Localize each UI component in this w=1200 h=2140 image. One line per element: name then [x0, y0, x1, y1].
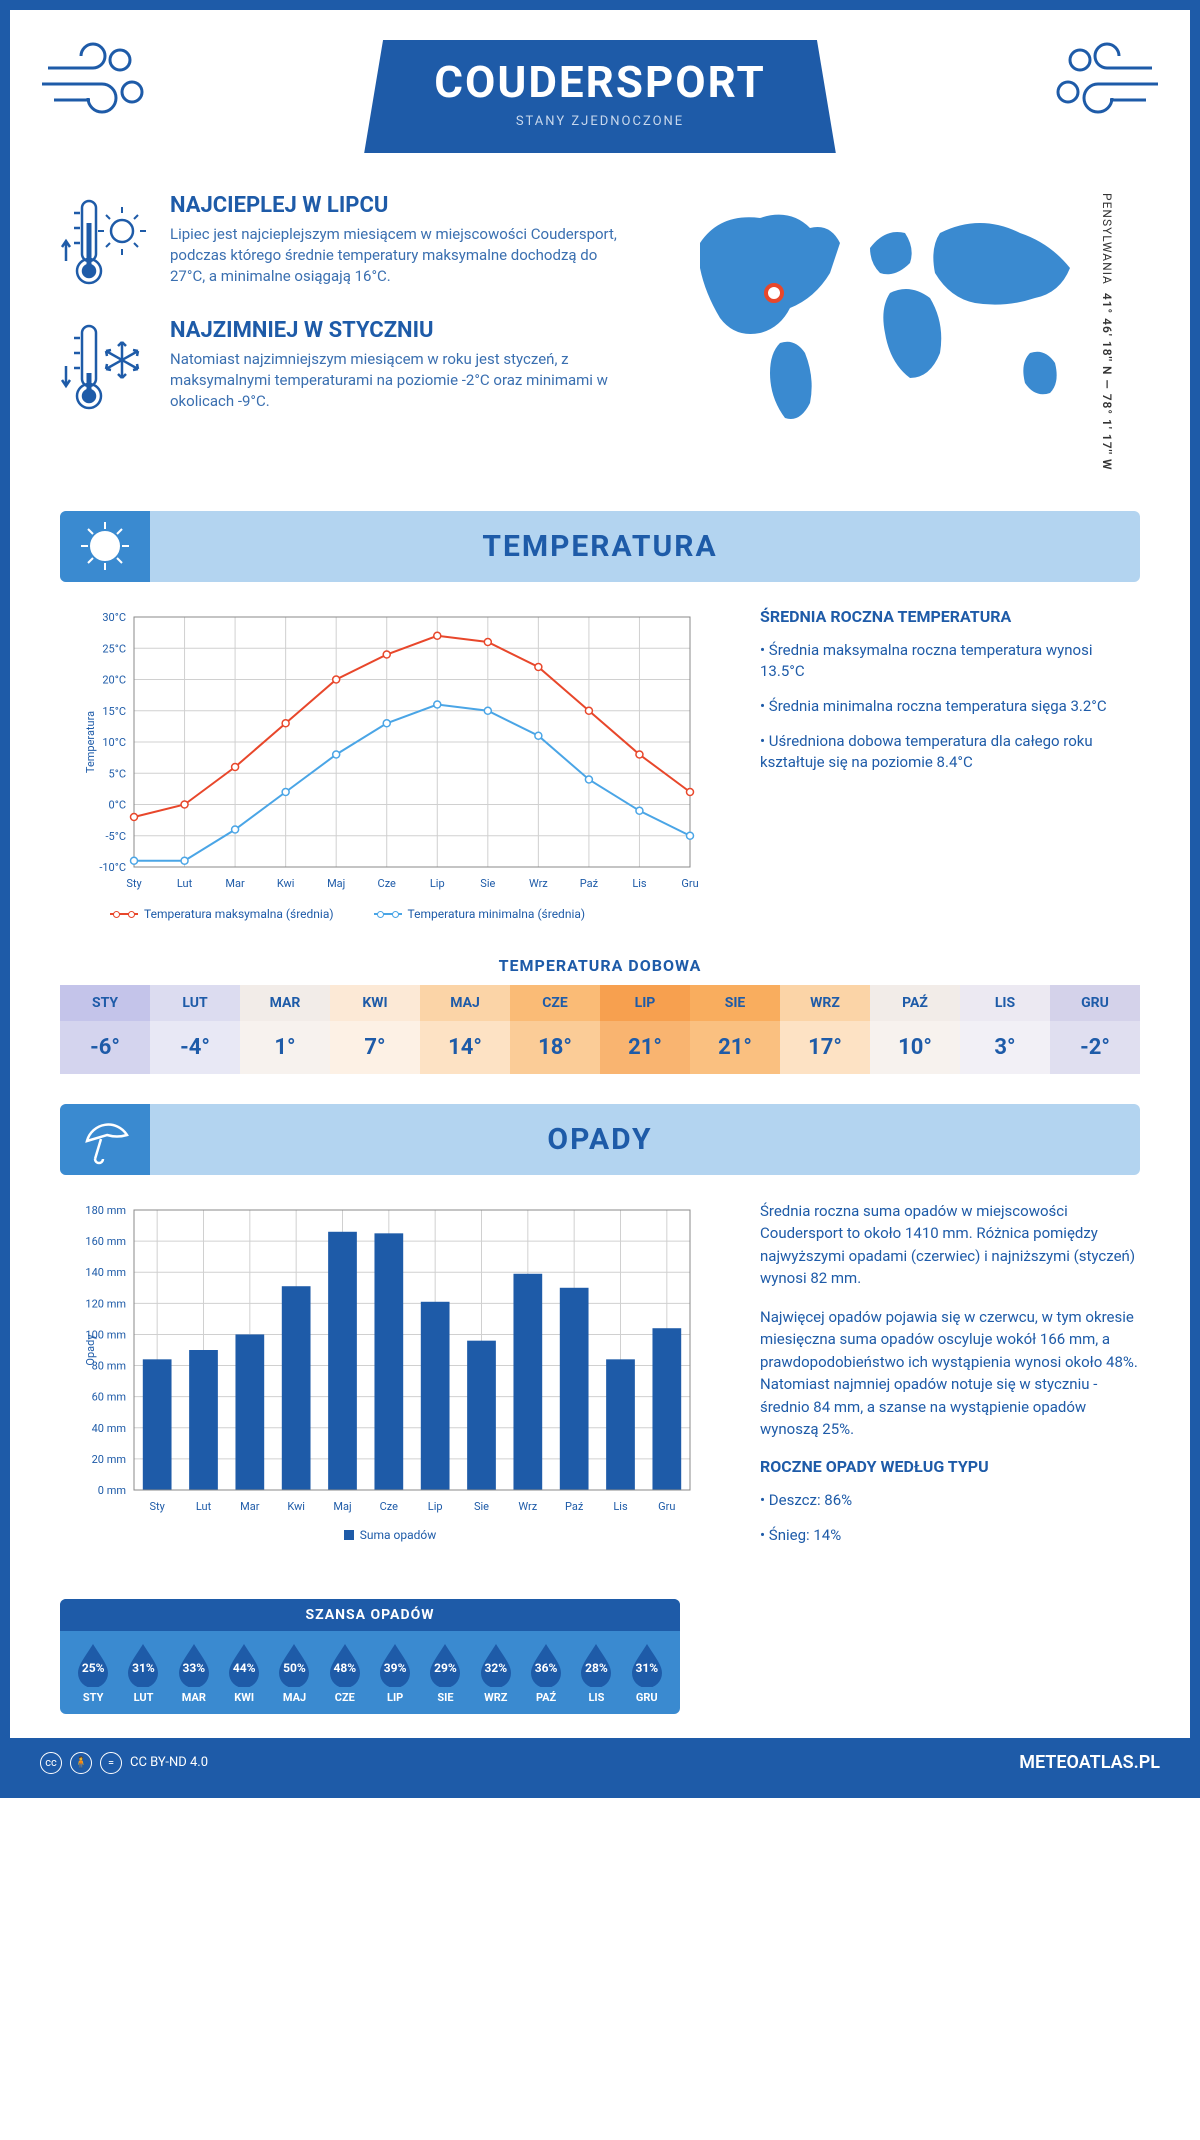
svg-text:Maj: Maj — [333, 1500, 351, 1513]
svg-text:0 mm: 0 mm — [98, 1484, 126, 1497]
precip-chance-title: SZANSA OPADÓW — [60, 1599, 680, 1631]
precip-chance-panel: SZANSA OPADÓW 25%STY31%LUT33%MAR44%KWI50… — [60, 1599, 680, 1714]
svg-text:60 mm: 60 mm — [92, 1390, 126, 1403]
bar-chart-legend: Suma opadów — [60, 1528, 720, 1542]
temp-info-heading: ŚREDNIA ROCZNA TEMPERATURA — [760, 607, 1140, 626]
title-banner: COUDERSPORT STANY ZJEDNOCZONE — [364, 40, 836, 153]
license-text: CC BY-ND 4.0 — [130, 1755, 208, 1770]
coldest-text: Natomiast najzimniejszym miesiącem w rok… — [170, 349, 620, 412]
warmest-block: NAJCIEPLEJ W LIPCU Lipiec jest najcieple… — [60, 193, 620, 293]
header: COUDERSPORT STANY ZJEDNOCZONE — [10, 10, 1190, 173]
svg-text:Lut: Lut — [196, 1500, 212, 1513]
svg-text:Sty: Sty — [126, 877, 142, 890]
temp-bullet: • Uśredniona dobowa temperatura dla całe… — [760, 731, 1140, 773]
temp-bullet: • Średnia minimalna roczna temperatura s… — [760, 696, 1140, 717]
svg-text:Sie: Sie — [480, 877, 495, 890]
svg-text:Maj: Maj — [327, 877, 345, 890]
svg-text:Temperatura: Temperatura — [84, 710, 97, 772]
footer: cc 🧍 = CC BY-ND 4.0 METEOATLAS.PL — [10, 1738, 1190, 1788]
svg-text:Gru: Gru — [658, 1500, 675, 1513]
world-map — [660, 193, 1100, 433]
thermometer-cold-icon — [60, 318, 150, 418]
daily-temp-table: STY -6°LUT -4°MAR 1°KWI 7°MAJ 14°CZE 18°… — [60, 985, 1140, 1074]
precipitation-bar-chart: 0 mm20 mm40 mm60 mm80 mm100 mm120 mm140 … — [60, 1200, 720, 1520]
svg-text:40 mm: 40 mm — [92, 1421, 126, 1434]
svg-text:30°C: 30°C — [102, 611, 126, 624]
temp-chart-legend: Temperatura maksymalna (średnia)Temperat… — [60, 907, 720, 921]
daily-temp-title: TEMPERATURA DOBOWA — [10, 956, 1190, 975]
warmest-heading: NAJCIEPLEJ W LIPCU — [170, 193, 620, 218]
svg-text:Lis: Lis — [613, 1500, 628, 1513]
opady-paragraph: Średnia roczna suma opadów w miejscowośc… — [760, 1200, 1140, 1290]
coldest-heading: NAJZIMNIEJ W STYCZNIU — [170, 318, 620, 343]
section-temperature: TEMPERATURA — [60, 511, 1140, 582]
svg-text:Mar: Mar — [240, 1500, 260, 1513]
section-precipitation: OPADY — [60, 1104, 1140, 1175]
opady-paragraph: Najwięcej opadów pojawia się w czerwcu, … — [760, 1306, 1140, 1441]
svg-text:5°C: 5°C — [109, 767, 126, 780]
svg-text:15°C: 15°C — [102, 704, 126, 717]
svg-text:20°C: 20°C — [102, 673, 126, 686]
opady-type-heading: ROCZNE OPADY WEDŁUG TYPU — [760, 1457, 1140, 1476]
svg-text:25°C: 25°C — [102, 642, 126, 655]
svg-text:Wrz: Wrz — [518, 1500, 537, 1513]
opady-type-bullet: • Śnieg: 14% — [760, 1525, 1140, 1546]
svg-text:0°C: 0°C — [109, 798, 126, 811]
wind-icon — [40, 40, 150, 120]
svg-text:120 mm: 120 mm — [85, 1297, 126, 1310]
svg-text:Sty: Sty — [149, 1500, 165, 1513]
page-title: COUDERSPORT — [434, 56, 766, 108]
svg-text:Kwi: Kwi — [287, 1500, 305, 1513]
thermometer-hot-icon — [60, 193, 150, 293]
svg-text:-10°C: -10°C — [99, 861, 126, 874]
svg-text:180 mm: 180 mm — [85, 1204, 126, 1217]
svg-text:Lis: Lis — [632, 877, 647, 890]
location-marker — [764, 283, 784, 303]
svg-text:Cze: Cze — [380, 1500, 399, 1513]
svg-text:20 mm: 20 mm — [92, 1452, 126, 1465]
coordinates: PENSYLWANIA 41° 46' 18'' N — 78° 1' 17''… — [1100, 193, 1114, 471]
wind-icon — [1050, 40, 1160, 120]
opady-type-bullet: • Deszcz: 86% — [760, 1490, 1140, 1511]
svg-text:140 mm: 140 mm — [85, 1266, 126, 1279]
page-subtitle: STANY ZJEDNOCZONE — [434, 114, 766, 129]
site-name: METEOATLAS.PL — [1019, 1752, 1160, 1773]
svg-text:Lut: Lut — [177, 877, 193, 890]
umbrella-icon — [60, 1104, 150, 1175]
temp-bullet: • Średnia maksymalna roczna temperatura … — [760, 640, 1140, 682]
svg-text:160 mm: 160 mm — [85, 1235, 126, 1248]
coldest-block: NAJZIMNIEJ W STYCZNIU Natomiast najzimni… — [60, 318, 620, 418]
cc-icon: cc — [40, 1752, 62, 1774]
warmest-text: Lipiec jest najcieplejszym miesiącem w m… — [170, 224, 620, 287]
svg-text:Sie: Sie — [474, 1500, 489, 1513]
svg-text:Gru: Gru — [681, 877, 698, 890]
svg-text:Wrz: Wrz — [529, 877, 548, 890]
svg-text:Paź: Paź — [580, 877, 599, 890]
svg-text:Cze: Cze — [378, 877, 397, 890]
svg-text:10°C: 10°C — [102, 736, 126, 749]
temperature-line-chart: -10°C -5°C 0°C 5°C 10°C 15°C 20°C 25°C 30°C Sty Lu… — [60, 607, 720, 897]
svg-text:Lip: Lip — [430, 877, 445, 890]
svg-text:Lip: Lip — [428, 1500, 443, 1513]
svg-text:Opady: Opady — [84, 1333, 97, 1365]
svg-text:Mar: Mar — [225, 877, 245, 890]
svg-text:Kwi: Kwi — [277, 877, 295, 890]
svg-text:Paź: Paź — [565, 1500, 584, 1513]
svg-text:-5°C: -5°C — [106, 829, 127, 842]
sun-icon — [60, 511, 150, 582]
nd-icon: = — [100, 1752, 122, 1774]
by-icon: 🧍 — [70, 1752, 92, 1774]
